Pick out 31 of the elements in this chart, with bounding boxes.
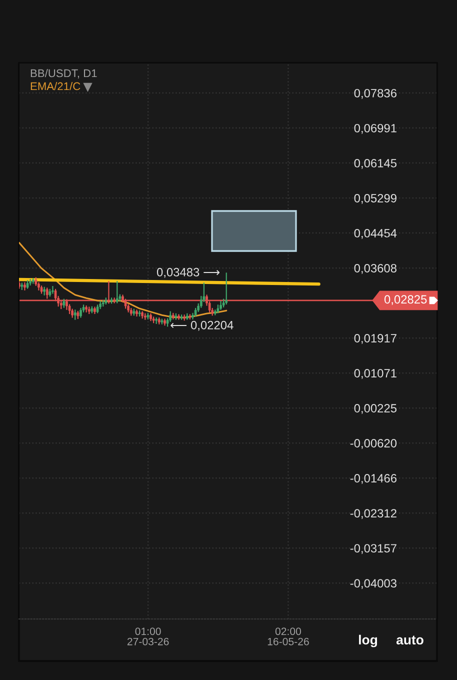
candlestick — [74, 310, 76, 320]
y-tick-label: -0,02312 — [350, 509, 396, 519]
y-tick-label: -0,01466 — [350, 474, 396, 484]
candlestick — [116, 281, 118, 304]
y-tick-label: 0,04454 — [354, 228, 397, 239]
y-tick-label: 0,06145 — [354, 158, 397, 169]
candlestick — [52, 286, 54, 294]
y-tick-label: -0,03157 — [350, 544, 396, 554]
y-tick-label: 0,01071 — [354, 369, 396, 379]
chart-title: BB/USDT, D1 — [30, 69, 97, 78]
y-tick-label: 0,00225 — [354, 404, 397, 414]
y-tick-label: 0,06991 — [354, 124, 396, 134]
text: auto — [396, 636, 424, 645]
x-tick-label: 02:00 16-05-26 — [268, 628, 309, 646]
candlestick — [225, 272, 228, 304]
x-tick-label: 01:00 27-03-26 — [127, 628, 169, 646]
y-tick-label: 0,01917 — [354, 334, 396, 344]
y-tick-label: 0,03608 — [354, 264, 396, 274]
ref-line-label: 0,02825 — [384, 295, 427, 306]
y-tick-label: 0,05299 — [354, 194, 396, 204]
annotation: 0,03483 ⟶ — [156, 268, 220, 278]
text: EMA/21/C — [30, 82, 80, 90]
y-tick-label: 0,07836 — [354, 88, 396, 99]
line-series — [19, 242, 228, 318]
y-tick-label: -0,04003 — [350, 579, 396, 589]
candlestick — [24, 282, 26, 290]
y-tick-label: -0,00620 — [350, 439, 397, 449]
text: log — [359, 634, 378, 648]
annotation: ⟵ 0,02204 — [170, 320, 234, 331]
candlestick — [136, 310, 138, 317]
candlestick — [178, 314, 180, 320]
